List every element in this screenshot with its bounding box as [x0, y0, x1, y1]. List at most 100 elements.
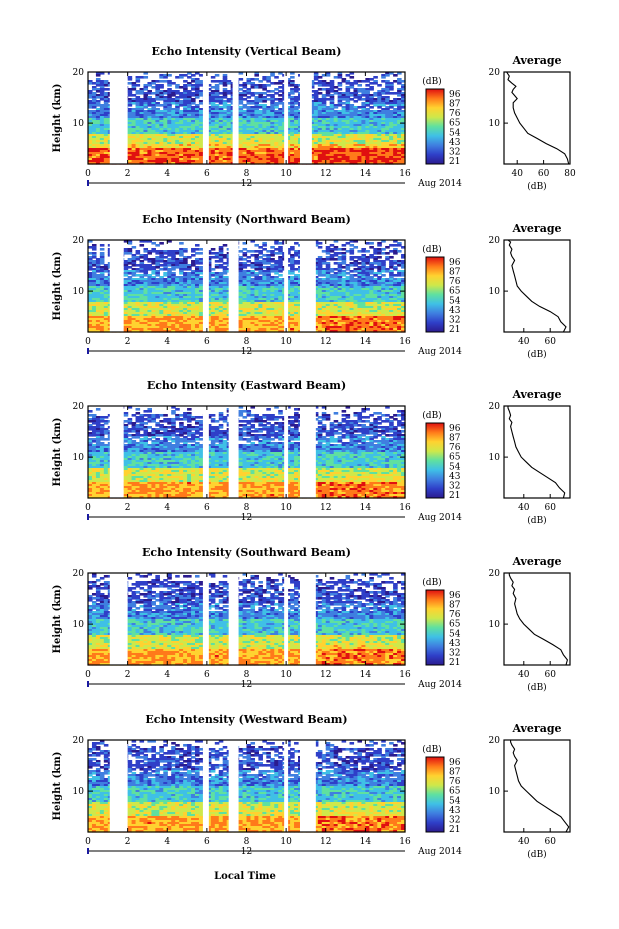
y-tick-label: 20 [73, 236, 85, 246]
profile-frame [503, 71, 571, 165]
x-tick-label: 6 [204, 837, 210, 847]
data-gap [109, 72, 128, 164]
x-axis-label: Local Time [214, 871, 276, 882]
data-gap [202, 240, 209, 332]
x-tick-label: 12 [320, 337, 331, 347]
profile-y-tick-label: 10 [489, 453, 501, 463]
profile-x-tick-label: 40 [518, 670, 530, 680]
profile-x-tick-label: 40 [518, 503, 530, 513]
profile-y-tick-label: 20 [489, 569, 501, 579]
y-tick-label: 10 [73, 287, 85, 297]
x-tick-label: 16 [399, 337, 411, 347]
x-tick-label: 8 [244, 837, 250, 847]
profile-y-tick-label: 10 [489, 620, 501, 630]
data-gap [109, 406, 124, 498]
date-label: Aug 2014 [417, 680, 462, 690]
colorbar-title: (dB) [422, 244, 441, 255]
panel-title: Echo Intensity (Westward Beam) [145, 713, 347, 726]
colorbar-tick-label: 65 [449, 119, 461, 129]
x-tick-label: 4 [164, 169, 170, 179]
data-gap [299, 406, 316, 498]
profile-frame [503, 405, 571, 499]
x-tick-label: 6 [204, 503, 210, 513]
date-tick-label: 12 [241, 680, 252, 690]
colorbar-tick-label: 54 [449, 296, 461, 306]
x-tick-label: 12 [320, 837, 331, 847]
beam-panel-2: Echo Intensity (Eastward Beam) 0 2 4 6 8 10 12 1… [52, 379, 571, 526]
profile-title: Average [511, 722, 561, 735]
y-tick-label: 10 [73, 787, 85, 797]
profile-line [507, 239, 567, 333]
profile-y-tick-label: 20 [489, 236, 501, 246]
x-tick-label: 8 [244, 169, 250, 179]
x-tick-label: 8 [244, 670, 250, 680]
data-gap [109, 740, 128, 832]
beam-panel-4: Echo Intensity (Westward Beam) 0 2 4 6 8 10 12 1… [52, 713, 571, 860]
colorbar [425, 756, 445, 833]
colorbar-tick-label: 96 [449, 758, 461, 768]
colorbar-title: (dB) [422, 577, 441, 588]
x-tick-label: 2 [125, 503, 131, 513]
profile-x-label: (dB) [527, 349, 546, 360]
colorbar-tick-label: 21 [449, 825, 460, 835]
colorbar-tick-label: 43 [449, 306, 461, 316]
profile-frame [503, 739, 571, 833]
colorbar-tick-label: 21 [449, 491, 460, 501]
colorbar-tick-label: 76 [449, 109, 461, 119]
data-gap [232, 72, 239, 164]
profile-line [510, 740, 570, 833]
x-tick-label: 10 [280, 670, 292, 680]
date-label: Aug 2014 [417, 179, 462, 189]
x-tick-label: 12 [320, 503, 331, 513]
colorbar-tick-label: 65 [449, 287, 461, 297]
x-tick-label: 14 [360, 169, 372, 179]
x-tick-label: 16 [399, 670, 411, 680]
profile-x-tick-label: 60 [544, 837, 556, 847]
colorbar-tick-label: 43 [449, 639, 461, 649]
colorbar-tick-label: 87 [449, 601, 461, 611]
data-gap [202, 406, 209, 498]
profile-x-label: (dB) [527, 181, 546, 192]
colorbar-tick-label: 54 [449, 796, 461, 806]
date-label: Aug 2014 [417, 847, 462, 857]
x-tick-label: 4 [164, 503, 170, 513]
colorbar-tick-label: 21 [449, 157, 460, 167]
x-tick-label: 16 [399, 837, 411, 847]
profile-x-label: (dB) [527, 849, 546, 860]
colorbar-tick-label: 87 [449, 268, 461, 278]
x-tick-label: 12 [320, 169, 331, 179]
data-gap [202, 573, 209, 665]
data-gap [228, 573, 239, 665]
profile-frame [503, 572, 571, 666]
y-tick-label: 20 [73, 736, 85, 746]
colorbar-tick-label: 65 [449, 787, 461, 797]
date-tick-label: 12 [241, 179, 252, 189]
y-tick-label: 10 [73, 453, 85, 463]
colorbar-tick-label: 87 [449, 768, 461, 778]
heatmap-cells [88, 406, 406, 499]
x-tick-label: 6 [204, 337, 210, 347]
beam-panel-1: Echo Intensity (Northward Beam) 0 2 4 6 8 10 12… [52, 213, 571, 360]
x-tick-label: 14 [360, 670, 372, 680]
x-tick-label: 16 [399, 169, 411, 179]
date-label: Aug 2014 [417, 347, 462, 357]
profile-y-tick-label: 20 [489, 68, 501, 78]
x-tick-label: 12 [320, 670, 331, 680]
x-tick-label: 0 [85, 337, 91, 347]
profile-x-tick-label: 60 [544, 503, 556, 513]
colorbar-title: (dB) [422, 744, 441, 755]
colorbar-tick-label: 32 [449, 147, 460, 157]
x-tick-label: 2 [125, 337, 131, 347]
profile-x-tick-label: 60 [544, 337, 556, 347]
colorbar-tick-label: 43 [449, 138, 461, 148]
x-tick-label: 16 [399, 503, 411, 513]
y-axis-label: Height (km) [52, 418, 63, 487]
heatmap-cells [88, 573, 406, 666]
colorbar-tick-label: 43 [449, 806, 461, 816]
date-label: Aug 2014 [417, 513, 462, 523]
data-gap [228, 406, 239, 498]
colorbar [425, 422, 445, 499]
x-tick-label: 14 [360, 837, 372, 847]
colorbar-tick-label: 76 [449, 443, 461, 453]
profile-y-tick-label: 10 [489, 287, 501, 297]
